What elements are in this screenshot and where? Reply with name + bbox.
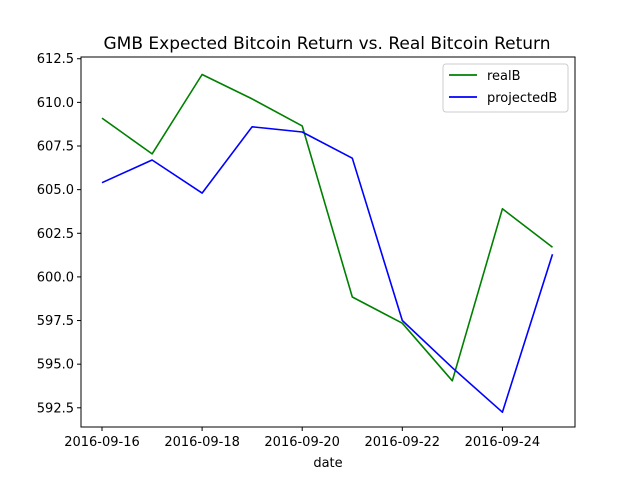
x-tick-label: 2016-09-20 — [264, 435, 340, 450]
legend: realB projectedB — [442, 63, 569, 113]
x-axis: 2016-09-16 2016-09-18 2016-09-20 2016-09-22… — [64, 427, 540, 450]
legend-box — [442, 63, 569, 113]
y-tick-label: 600.0 — [37, 270, 74, 285]
legend-label-realB: realB — [487, 69, 521, 84]
chart-title: GMB Expected Bitcoin Return vs. Real Bit… — [103, 34, 550, 54]
series-line-realB — [101, 73, 553, 382]
x-tick-label: 2016-09-24 — [465, 435, 541, 450]
plot-frame — [80, 56, 576, 428]
series-line-projectedB — [101, 126, 554, 414]
y-axis: 592.5 595.0 597.5 600.0 602.5 605.0 607.5 610.0… — [37, 52, 81, 416]
y-tick-label: 605.0 — [37, 183, 74, 198]
y-tick-label: 607.5 — [37, 140, 74, 155]
x-axis-label: date — [313, 456, 342, 471]
y-tick-label: 610.0 — [37, 96, 74, 111]
plot-lines — [101, 73, 554, 414]
y-tick-label: 592.5 — [37, 401, 74, 416]
y-tick-label: 602.5 — [37, 227, 74, 242]
x-tick-label: 2016-09-18 — [164, 435, 240, 450]
x-tick-label: 2016-09-16 — [64, 435, 140, 450]
legend-label-projectedB: projectedB — [487, 91, 557, 106]
y-tick-label: 612.5 — [37, 52, 74, 67]
y-tick-label: 597.5 — [37, 314, 74, 329]
x-tick-label: 2016-09-22 — [365, 435, 441, 450]
y-tick-label: 595.0 — [37, 358, 74, 373]
